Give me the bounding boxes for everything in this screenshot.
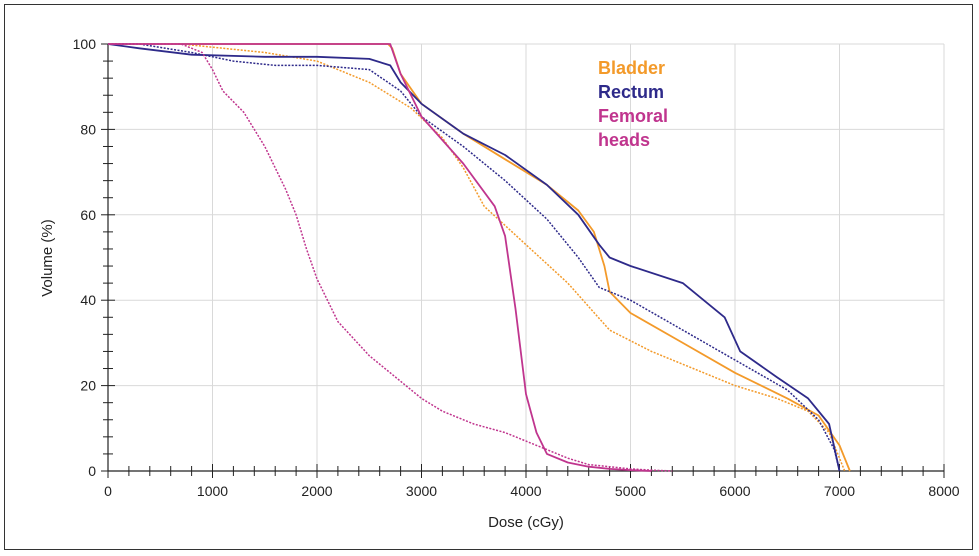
x-axis-title: Dose (cGy) xyxy=(488,514,564,531)
femoral-heads-solid-line xyxy=(108,43,652,472)
bladder-dotted-line xyxy=(108,43,846,472)
x-tick-label: 1000 xyxy=(197,483,228,499)
y-tick-label: 0 xyxy=(88,463,96,479)
y-tick-label: 100 xyxy=(73,36,97,52)
legend: Bladder Rectum Femoral heads xyxy=(598,58,668,150)
x-tick-label: 0 xyxy=(104,483,112,499)
y-tick-label: 40 xyxy=(80,292,96,308)
rectum-dotted-line xyxy=(108,43,841,472)
figure-frame xyxy=(4,4,973,550)
y-axis-title: Volume (%) xyxy=(39,219,56,297)
x-tick-label: 3000 xyxy=(406,483,437,499)
tick-labels: 0 1000 2000 3000 4000 5000 6000 7000 8000 0 20 40 60… xyxy=(73,36,960,499)
femoral-heads-dotted-line xyxy=(108,43,673,472)
legend-bladder: Bladder xyxy=(598,58,665,78)
x-tick-label: 2000 xyxy=(301,483,332,499)
x-tick-label: 8000 xyxy=(928,483,959,499)
x-tick-label: 7000 xyxy=(824,483,855,499)
x-tick-label: 4000 xyxy=(510,483,541,499)
series-lines xyxy=(107,43,851,472)
bladder-solid-line xyxy=(108,43,851,472)
y-tick-label: 20 xyxy=(80,378,96,394)
grid-lines xyxy=(108,43,945,471)
rectum-solid-line xyxy=(107,43,841,472)
legend-femoral-heads: Femoral heads xyxy=(598,106,668,150)
y-tick-label: 60 xyxy=(80,207,96,223)
axes xyxy=(101,43,945,478)
x-tick-label: 6000 xyxy=(719,483,750,499)
y-tick-label: 80 xyxy=(80,121,96,137)
x-tick-label: 5000 xyxy=(615,483,646,499)
legend-rectum: Rectum xyxy=(598,82,664,102)
